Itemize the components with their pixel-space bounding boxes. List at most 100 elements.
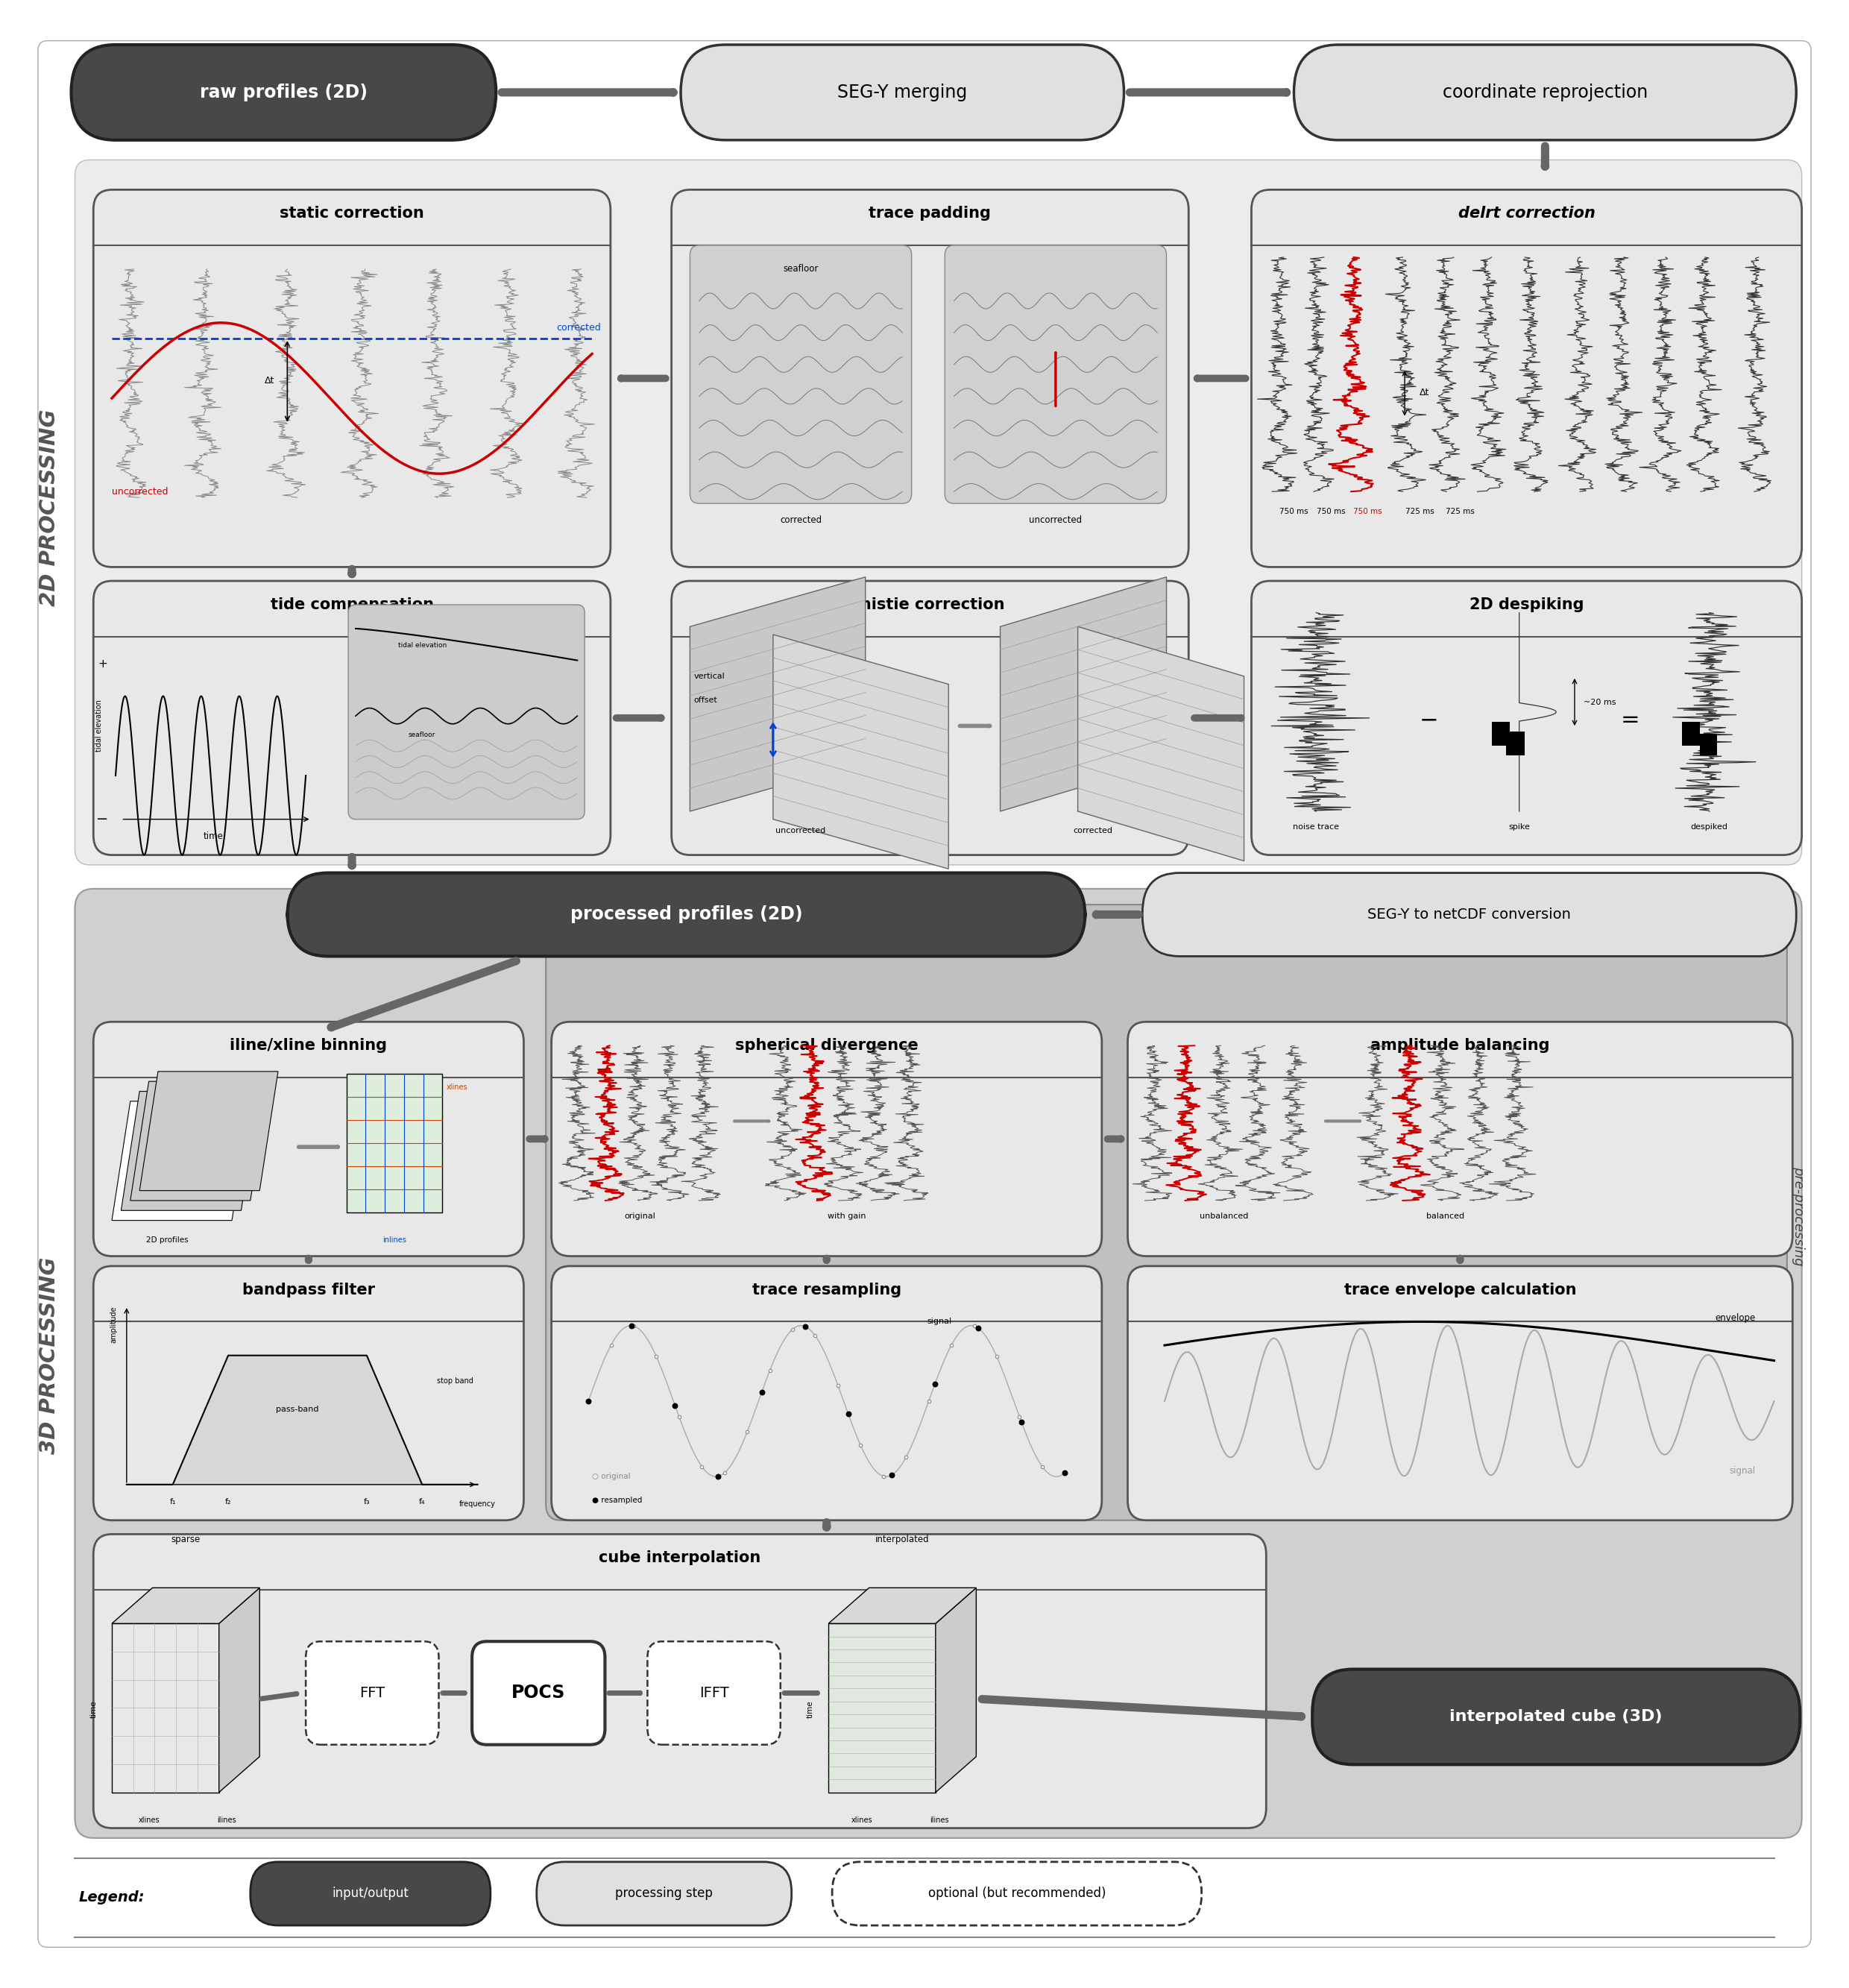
FancyBboxPatch shape: [348, 604, 584, 819]
FancyBboxPatch shape: [76, 889, 1801, 1839]
Text: interpolated: interpolated: [875, 1535, 930, 1545]
Text: 750 ms: 750 ms: [1353, 507, 1383, 515]
Text: ○ original: ○ original: [592, 1473, 631, 1481]
Polygon shape: [111, 1588, 259, 1624]
Text: corrected: corrected: [1072, 827, 1113, 835]
Text: processed profiles (2D): processed profiles (2D): [569, 907, 802, 924]
Text: seafloor: seafloor: [784, 264, 819, 274]
Text: f₁: f₁: [170, 1499, 176, 1505]
Point: [660, 1390, 690, 1421]
Text: pre-processing: pre-processing: [1792, 1167, 1805, 1266]
Text: SEG-Y to netCDF conversion: SEG-Y to netCDF conversion: [1368, 907, 1572, 922]
Text: 750 ms: 750 ms: [1280, 507, 1309, 515]
FancyBboxPatch shape: [94, 580, 610, 855]
Text: signal: signal: [1729, 1465, 1755, 1475]
Text: tide compensation: tide compensation: [270, 596, 435, 612]
Bar: [1701, 734, 1718, 755]
Point: [747, 1376, 777, 1408]
Point: [619, 1310, 649, 1342]
FancyBboxPatch shape: [471, 1642, 605, 1745]
Polygon shape: [1000, 577, 1167, 811]
Text: envelope: envelope: [1716, 1312, 1755, 1322]
Point: [642, 1340, 671, 1372]
Text: unbalanced: unbalanced: [1200, 1213, 1248, 1221]
FancyBboxPatch shape: [1128, 1266, 1792, 1521]
FancyBboxPatch shape: [94, 1266, 523, 1521]
Text: Δt: Δt: [1420, 388, 1429, 398]
Text: amplitude: amplitude: [109, 1306, 116, 1342]
Point: [1050, 1457, 1080, 1489]
Text: delrt correction: delrt correction: [1459, 207, 1596, 221]
Text: processing step: processing step: [616, 1887, 714, 1901]
FancyBboxPatch shape: [1252, 189, 1801, 567]
Text: ● resampled: ● resampled: [592, 1497, 642, 1505]
Point: [913, 1386, 943, 1417]
Polygon shape: [936, 1588, 976, 1793]
FancyBboxPatch shape: [945, 245, 1167, 503]
Polygon shape: [690, 577, 865, 811]
Text: +: +: [98, 658, 107, 670]
FancyBboxPatch shape: [39, 42, 1810, 1946]
Point: [618, 1310, 647, 1342]
Point: [1028, 1451, 1058, 1483]
Text: 750 ms: 750 ms: [1316, 507, 1346, 515]
FancyBboxPatch shape: [551, 1022, 1102, 1256]
Polygon shape: [120, 1091, 259, 1211]
Point: [688, 1451, 717, 1483]
Point: [937, 1330, 967, 1362]
Text: f₄: f₄: [420, 1499, 425, 1505]
FancyBboxPatch shape: [1143, 873, 1795, 956]
Point: [754, 1354, 784, 1386]
Point: [1004, 1402, 1034, 1433]
Text: cube outline: cube outline: [185, 1101, 237, 1109]
Text: 3D PROCESSING: 3D PROCESSING: [39, 1256, 59, 1453]
Polygon shape: [218, 1588, 259, 1793]
FancyBboxPatch shape: [94, 1022, 523, 1256]
Text: bandpass filter: bandpass filter: [242, 1282, 375, 1298]
Text: uncorrected: uncorrected: [111, 487, 168, 497]
Text: stop band: stop band: [436, 1378, 473, 1386]
Text: frequency: frequency: [459, 1501, 496, 1507]
Point: [963, 1312, 993, 1344]
Text: amplitude balancing: amplitude balancing: [1370, 1038, 1549, 1054]
Text: interpolated cube (3D): interpolated cube (3D): [1450, 1710, 1662, 1724]
Text: corrected: corrected: [557, 322, 601, 332]
Text: seafloor: seafloor: [409, 732, 436, 740]
Point: [1050, 1457, 1080, 1489]
Text: IFFT: IFFT: [699, 1686, 729, 1700]
Text: f₃: f₃: [364, 1499, 370, 1505]
FancyBboxPatch shape: [680, 44, 1124, 139]
Point: [573, 1386, 603, 1417]
Polygon shape: [1078, 626, 1244, 861]
FancyBboxPatch shape: [305, 1642, 438, 1745]
Text: corrected: corrected: [780, 515, 821, 525]
Text: 2D despiking: 2D despiking: [1470, 596, 1585, 612]
Text: signal: signal: [926, 1318, 952, 1326]
Text: f₂: f₂: [226, 1499, 231, 1505]
FancyBboxPatch shape: [1294, 44, 1795, 139]
FancyBboxPatch shape: [72, 44, 496, 139]
Point: [703, 1461, 732, 1493]
Text: xlines: xlines: [139, 1817, 159, 1823]
Bar: [1683, 722, 1701, 746]
Text: 725 ms: 725 ms: [1446, 507, 1474, 515]
Text: time: time: [203, 831, 224, 841]
Text: mistie correction: mistie correction: [856, 596, 1004, 612]
Bar: [1507, 732, 1525, 755]
Point: [869, 1461, 899, 1493]
FancyBboxPatch shape: [647, 1642, 780, 1745]
FancyBboxPatch shape: [536, 1863, 791, 1926]
Point: [732, 1415, 762, 1447]
Text: raw profiles (2D): raw profiles (2D): [200, 83, 368, 101]
Point: [801, 1320, 830, 1352]
Text: original: original: [625, 1213, 656, 1221]
Text: ~20 ms: ~20 ms: [1585, 698, 1616, 706]
Point: [664, 1402, 693, 1433]
Text: with gain: with gain: [828, 1213, 865, 1221]
Polygon shape: [828, 1624, 936, 1793]
FancyBboxPatch shape: [94, 1535, 1267, 1829]
Text: sparse: sparse: [172, 1535, 200, 1545]
FancyBboxPatch shape: [1252, 580, 1801, 855]
Text: iline/xline binning: iline/xline binning: [229, 1038, 386, 1054]
Point: [960, 1310, 989, 1342]
